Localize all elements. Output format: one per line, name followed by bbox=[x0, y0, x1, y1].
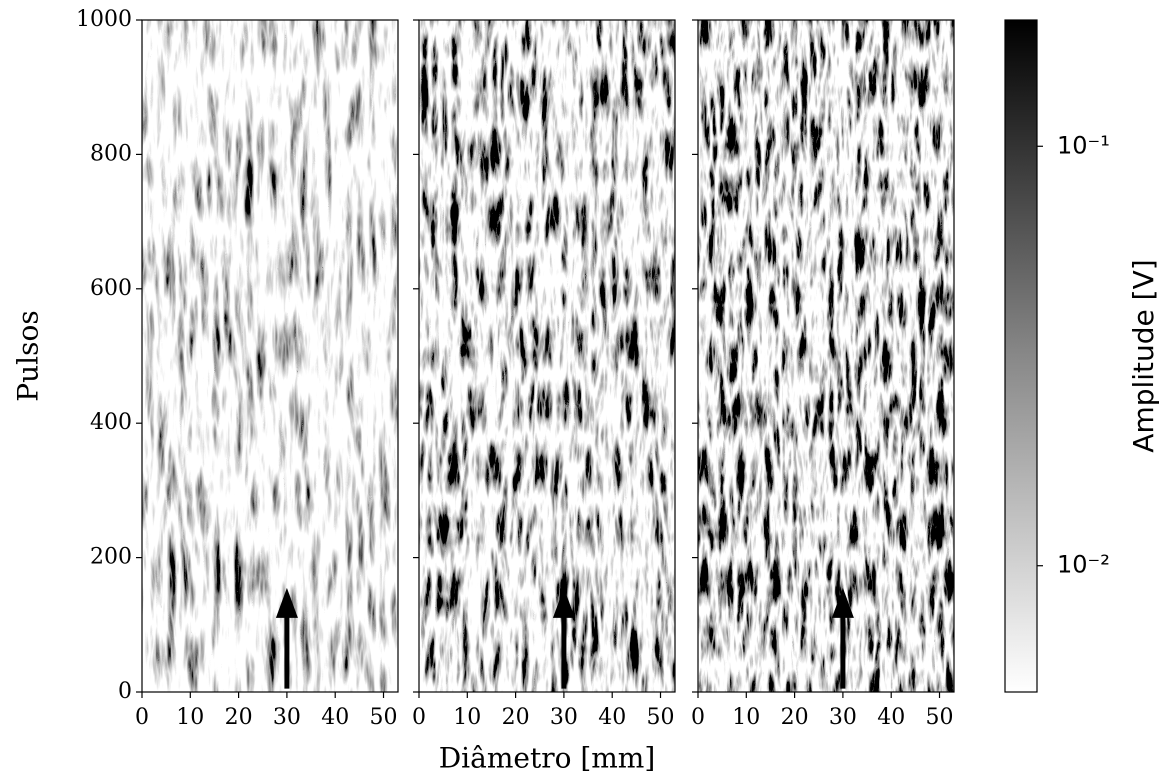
colorbar-tick-label: 10⁻² bbox=[1057, 551, 1110, 579]
x-tick-label: 0 bbox=[412, 705, 426, 730]
y-tick-label: 800 bbox=[90, 141, 132, 166]
x-tick-label: 10 bbox=[453, 705, 481, 730]
x-tick-label: 40 bbox=[321, 705, 349, 730]
x-tick-label: 40 bbox=[598, 705, 626, 730]
x-tick-label: 20 bbox=[502, 705, 530, 730]
x-tick-label: 30 bbox=[550, 705, 578, 730]
arrow-head bbox=[552, 587, 575, 618]
y-tick-label: 1000 bbox=[76, 7, 132, 32]
x-tick-label: 30 bbox=[273, 705, 301, 730]
x-tick-label: 20 bbox=[225, 705, 253, 730]
x-tick-label: 40 bbox=[877, 705, 905, 730]
x-tick-label: 20 bbox=[781, 705, 809, 730]
y-tick-label: 400 bbox=[90, 410, 132, 435]
colorbar-label: Amplitude [V] bbox=[1127, 259, 1160, 452]
axes-frame bbox=[418, 19, 676, 693]
x-tick-label: 50 bbox=[647, 705, 675, 730]
x-tick-label: 50 bbox=[926, 705, 954, 730]
colorbar bbox=[1004, 19, 1038, 693]
axes-frame bbox=[697, 19, 955, 693]
arrow-head bbox=[275, 587, 298, 618]
y-tick-label: 200 bbox=[90, 545, 132, 570]
colorbar-tick-label: 10⁻¹ bbox=[1057, 131, 1110, 159]
x-tick-label: 50 bbox=[370, 705, 398, 730]
y-tick-label: 600 bbox=[90, 276, 132, 301]
y-tick-label: 0 bbox=[118, 679, 132, 704]
x-tick-label: 10 bbox=[176, 705, 204, 730]
x-axis-label: Diâmetro [mm] bbox=[439, 742, 656, 775]
x-tick-label: 0 bbox=[691, 705, 705, 730]
heatmap-image bbox=[698, 20, 954, 692]
x-tick-label: 30 bbox=[829, 705, 857, 730]
heatmap-image bbox=[142, 20, 398, 692]
x-tick-label: 0 bbox=[135, 705, 149, 730]
x-tick-label: 10 bbox=[732, 705, 760, 730]
y-axis-label: Pulsos bbox=[12, 310, 45, 401]
axes-frame bbox=[141, 19, 399, 693]
heatmap-image bbox=[419, 20, 675, 692]
arrow-head bbox=[831, 587, 854, 618]
